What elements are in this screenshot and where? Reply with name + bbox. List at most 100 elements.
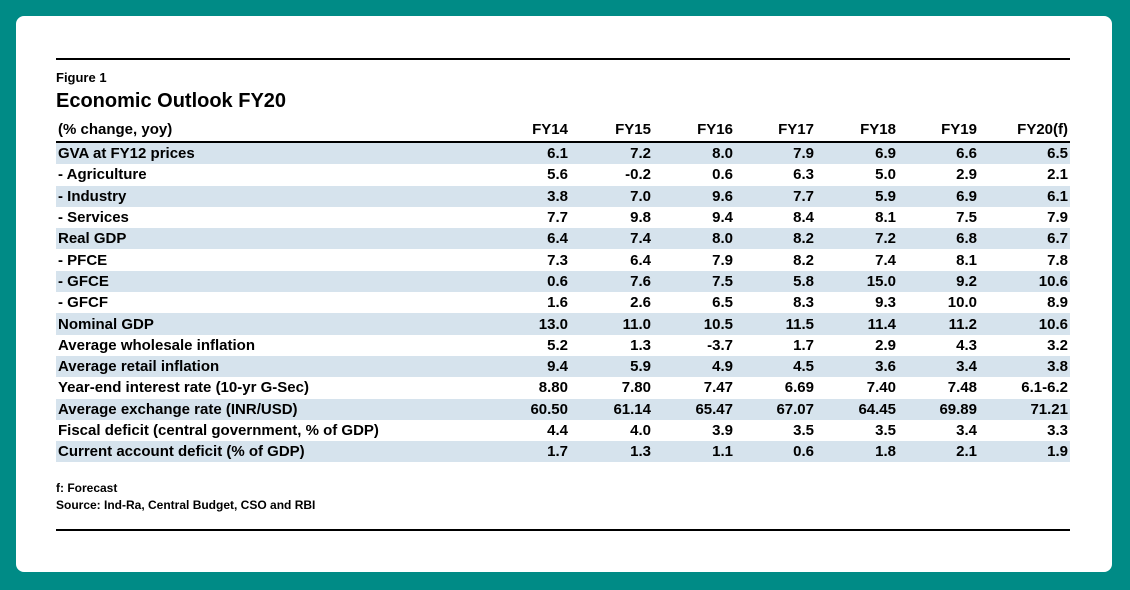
- table-cell: 7.40: [866, 379, 896, 397]
- table-cell: 1.3: [630, 443, 651, 461]
- table-cell: 6.3: [793, 166, 814, 184]
- table-cell: 8.9: [1047, 294, 1068, 312]
- table-cell: 1.3: [630, 336, 651, 354]
- table-row: Real GDP 6.4 7.4 8.0 8.2 7.2 6.8 6.7: [56, 228, 1070, 250]
- table-cell: 11.4: [867, 315, 896, 333]
- table-cell: 60.50: [530, 400, 568, 418]
- row-label: - Industry: [58, 187, 127, 205]
- table-cell: 7.7: [547, 209, 568, 227]
- table-cell: 7.6: [630, 272, 651, 290]
- table-row: Average exchange rate (INR/USD) 60.50 61.1…: [56, 398, 1070, 420]
- table-row: - Industry 3.8 7.0 9.6 7.7 5.9 6.9 6.1: [56, 185, 1070, 207]
- table-cell: 3.4: [956, 358, 977, 376]
- table-cell: 2.9: [956, 166, 977, 184]
- table-cell: 3.3: [1047, 422, 1068, 439]
- table-cell: 1.1: [712, 443, 733, 461]
- table-cell: 9.8: [630, 209, 651, 227]
- table-cell: 7.7: [793, 187, 814, 205]
- table-cell: 7.9: [1047, 209, 1068, 227]
- row-label: - GFCF: [58, 294, 108, 312]
- notes: f: Forecast Source: Ind-Ra, Central Budg…: [56, 480, 1070, 514]
- table-row: - GFCE 0.6 7.6 7.5 5.8 15.0 9.2 10.6: [56, 270, 1070, 293]
- table-row: Fiscal deficit (central government, % of…: [56, 419, 1070, 442]
- table-cell: 7.2: [875, 230, 896, 248]
- table-cell: 4.3: [956, 336, 977, 354]
- figure: Figure 1 Economic Outlook FY20 (% change…: [56, 58, 1070, 514]
- table-cell: 9.2: [956, 272, 977, 290]
- table-row: - GFCF 1.6 2.6 6.5 8.3 9.3 10.0 8.9: [56, 292, 1070, 314]
- figure-title: Economic Outlook FY20: [56, 90, 287, 112]
- table-cell: 2.1: [956, 443, 977, 461]
- table-cell: 11.5: [785, 315, 814, 333]
- table-cell: 5.0: [875, 166, 896, 184]
- table-cell: 7.0: [630, 187, 651, 205]
- column-header-year: FY18: [816, 116, 898, 143]
- table-body: GVA at FY12 prices 6.1 7.2 8.0 7.9 6.9 6.6 6.5 …: [56, 142, 1070, 463]
- table-cell: 6.1-6.2: [1021, 379, 1068, 397]
- row-label: Average exchange rate (INR/USD): [58, 400, 298, 418]
- table-cell: 9.4: [712, 209, 733, 227]
- table-cell: 7.9: [793, 145, 814, 163]
- table-cell: 9.3: [875, 294, 896, 312]
- table-cell: 11.2: [948, 315, 977, 333]
- column-header-year: FY15: [570, 116, 653, 143]
- table-cell: 5.6: [547, 166, 568, 184]
- forecast-note: f: Forecast: [56, 481, 118, 496]
- table-cell: 15.0: [866, 272, 896, 290]
- table-cell: 7.8: [1047, 251, 1068, 269]
- table-cell: 3.8: [1047, 358, 1068, 376]
- table-cell: 4.0: [630, 422, 651, 439]
- row-label: Nominal GDP: [58, 315, 154, 333]
- table-cell: 10.6: [1038, 315, 1068, 333]
- table-cell: 7.47: [703, 379, 733, 397]
- table-cell: 7.2: [630, 145, 651, 163]
- table-cell: 69.89: [939, 400, 977, 418]
- row-label: Year-end interest rate (10-yr G-Sec): [58, 379, 309, 397]
- table-cell: 7.3: [547, 251, 568, 269]
- table-row: Average retail inflation 9.4 5.9 4.9 4.5 3.6 3…: [56, 355, 1070, 378]
- table-cell: 6.69: [784, 379, 814, 397]
- table-cell: 4.9: [712, 358, 733, 376]
- column-header-year: FY14: [486, 116, 570, 143]
- table-cell: 8.2: [793, 251, 814, 269]
- bottom-rule: [56, 529, 1070, 531]
- table-cell: 6.5: [1047, 145, 1068, 163]
- table-cell: 2.6: [630, 294, 651, 312]
- table-cell: 8.3: [793, 294, 814, 312]
- table-cell: 6.1: [547, 145, 568, 163]
- row-label: - PFCE: [58, 251, 108, 269]
- column-header-year: FY19: [898, 116, 979, 143]
- table-cell: 5.2: [547, 336, 568, 354]
- table-cell: 1.9: [1047, 443, 1068, 461]
- table-cell: 10.0: [947, 294, 977, 312]
- table-cell: 61.14: [613, 400, 651, 418]
- table-cell: 13.0: [538, 315, 568, 333]
- table-cell: 7.9: [712, 251, 733, 269]
- table-cell: 7.4: [630, 230, 651, 248]
- table-cell: 8.0: [712, 145, 733, 163]
- table-cell: 71.21: [1030, 400, 1068, 418]
- table-cell: 5.8: [793, 272, 814, 290]
- row-label: Average retail inflation: [58, 358, 220, 376]
- table-cell: 7.80: [621, 379, 651, 397]
- row-label: Current account deficit (% of GDP): [58, 443, 305, 461]
- table-cell: 8.80: [538, 379, 568, 397]
- table-cell: 0.6: [547, 272, 568, 290]
- table-cell: 11.0: [622, 315, 651, 333]
- table-cell: 6.4: [547, 230, 568, 248]
- table-cell: -0.2: [625, 166, 651, 184]
- table-row: Nominal GDP 13.0 11.0 10.5 11.5 11.4 11.2 10.6: [56, 313, 1070, 335]
- table-cell: 3.9: [712, 422, 733, 439]
- table-cell: 64.45: [858, 400, 896, 418]
- table-cell: 6.1: [1047, 187, 1068, 205]
- table-cell: 3.5: [793, 422, 814, 439]
- table-row: GVA at FY12 prices 6.1 7.2 8.0 7.9 6.9 6.6 6.5: [56, 142, 1070, 165]
- row-label: Real GDP: [58, 230, 127, 248]
- table-cell: 8.1: [956, 251, 977, 269]
- table-cell: 2.9: [875, 336, 896, 354]
- table-cell: 9.4: [547, 358, 568, 376]
- table-cell: 3.4: [956, 422, 977, 439]
- table-cell: 1.8: [875, 443, 896, 461]
- table-cell: 7.4: [875, 251, 896, 269]
- table-cell: 3.8: [547, 187, 568, 205]
